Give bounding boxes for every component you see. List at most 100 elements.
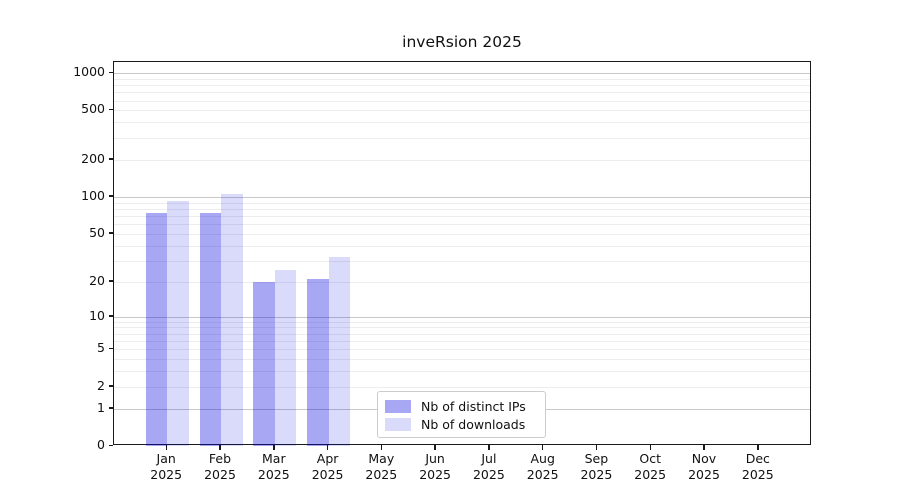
- legend-label: Nb of distinct IPs: [421, 398, 526, 414]
- y-axis-tick: [108, 108, 113, 111]
- x-tick-label-year: 2025: [150, 466, 183, 482]
- gridline-minor: [114, 371, 810, 373]
- x-tick-label: Sep 2025: [566, 451, 626, 482]
- bar-distinct-ips: [145, 212, 168, 446]
- x-tick-label: Dec 2025: [728, 451, 788, 482]
- x-tick-label: Apr 2025: [298, 451, 358, 482]
- legend-item: Nb of distinct IPs: [385, 398, 537, 414]
- x-axis-tick: [649, 445, 651, 450]
- y-axis-tick: [108, 444, 113, 446]
- y-tick-label: 0: [97, 437, 105, 452]
- gridline-major: [114, 316, 810, 318]
- x-tick-label: Jul 2025: [459, 451, 519, 482]
- x-tick-label-month: Aug: [530, 451, 555, 466]
- bar-distinct-ips: [199, 212, 221, 446]
- x-axis-tick: [541, 445, 544, 450]
- x-tick-label-year: 2025: [580, 466, 613, 482]
- gridline-minor: [114, 333, 810, 335]
- x-tick-label: Jun 2025: [405, 451, 465, 482]
- x-tick-label-year: 2025: [526, 466, 559, 482]
- x-axis-tick: [595, 445, 598, 450]
- x-axis-tick: [703, 445, 705, 450]
- x-axis-tick: [165, 445, 167, 450]
- plot-area: Nb of distinct IPs Nb of downloads: [113, 61, 811, 446]
- x-tick-label: Aug 2025: [513, 451, 573, 482]
- x-tick-label-year: 2025: [688, 466, 720, 482]
- gridline-major: [114, 73, 810, 74]
- x-tick-label-month: Jan: [156, 451, 176, 466]
- y-axis-tick: [108, 385, 113, 387]
- bar-distinct-ips: [253, 281, 275, 446]
- gridline-minor: [114, 321, 810, 323]
- x-tick-label-month: Sep: [584, 451, 609, 466]
- gridline-minor: [114, 137, 810, 139]
- gridline-minor: [114, 110, 810, 112]
- gridline-minor: [114, 281, 810, 283]
- gridline-minor: [114, 85, 810, 87]
- y-axis-tick: [108, 158, 113, 160]
- x-axis-tick: [434, 445, 436, 450]
- bar-downloads: [328, 257, 351, 446]
- gridline-minor: [114, 260, 810, 262]
- y-axis-tick: [108, 195, 113, 197]
- gridline-minor: [114, 386, 810, 388]
- y-tick-label: 100: [81, 187, 105, 203]
- x-tick-label-year: 2025: [257, 466, 290, 482]
- x-tick-label-year: 2025: [634, 466, 667, 482]
- y-tick-label: 1: [97, 399, 105, 415]
- x-tick-label-month: Oct: [639, 451, 661, 466]
- x-tick-label-month: Feb: [208, 451, 232, 466]
- x-tick-label-year: 2025: [419, 466, 451, 482]
- gridline-minor: [114, 208, 810, 210]
- y-tick-label: 2: [97, 377, 105, 393]
- x-axis-tick: [488, 445, 490, 450]
- bar-distinct-ips: [307, 279, 329, 446]
- gridline-minor: [114, 233, 810, 235]
- gridline-minor: [114, 78, 810, 80]
- x-axis-tick: [326, 445, 329, 450]
- x-tick-label: May 2025: [351, 451, 411, 482]
- y-axis-tick: [108, 71, 113, 73]
- legend-swatch-distinct-ips: [385, 399, 411, 413]
- y-tick-label: 5: [97, 340, 105, 356]
- chart-title: inveRsion 2025: [402, 33, 522, 51]
- x-tick-label: Nov 2025: [674, 451, 734, 482]
- gridline-minor: [114, 100, 810, 102]
- legend: Nb of distinct IPs Nb of downloads: [377, 391, 546, 438]
- gridline-minor: [114, 224, 810, 226]
- x-tick-label-year: 2025: [204, 466, 236, 482]
- bar-downloads: [167, 200, 189, 446]
- x-tick-label: Jan 2025: [136, 451, 196, 482]
- x-axis-tick: [380, 445, 383, 450]
- y-axis-tick: [108, 347, 113, 350]
- x-tick-label: Mar 2025: [244, 451, 304, 482]
- y-axis-tick: [108, 280, 113, 282]
- x-tick-label-month: Mar: [262, 451, 286, 466]
- gridline-minor: [114, 349, 810, 351]
- x-tick-label-year: 2025: [311, 466, 344, 482]
- x-tick-label-month: Dec: [745, 451, 770, 466]
- y-axis-tick: [108, 407, 113, 409]
- bar-downloads: [274, 270, 297, 446]
- y-axis-tick: [108, 315, 113, 317]
- gridline-minor: [114, 215, 810, 217]
- y-axis-tick: [108, 232, 113, 234]
- gridline-minor: [114, 159, 810, 161]
- gridline-minor: [114, 327, 810, 329]
- y-tick-label: 20: [89, 272, 105, 288]
- gridline-minor: [114, 92, 810, 94]
- gridline-minor: [114, 359, 810, 361]
- x-tick-label-month: Nov: [691, 451, 717, 466]
- x-tick-label-month: May: [368, 451, 395, 466]
- gridline-minor: [114, 245, 810, 247]
- bar-downloads: [221, 194, 243, 446]
- x-tick-label-month: Apr: [316, 451, 339, 466]
- x-tick-label-year: 2025: [472, 466, 505, 482]
- legend-item: Nb of downloads: [385, 416, 537, 432]
- gridline-minor: [114, 341, 810, 342]
- x-tick-label: Oct 2025: [620, 451, 680, 482]
- x-tick-label-month: Jul: [481, 451, 497, 466]
- gridline-minor: [114, 122, 810, 124]
- y-tick-label: 50: [89, 224, 105, 240]
